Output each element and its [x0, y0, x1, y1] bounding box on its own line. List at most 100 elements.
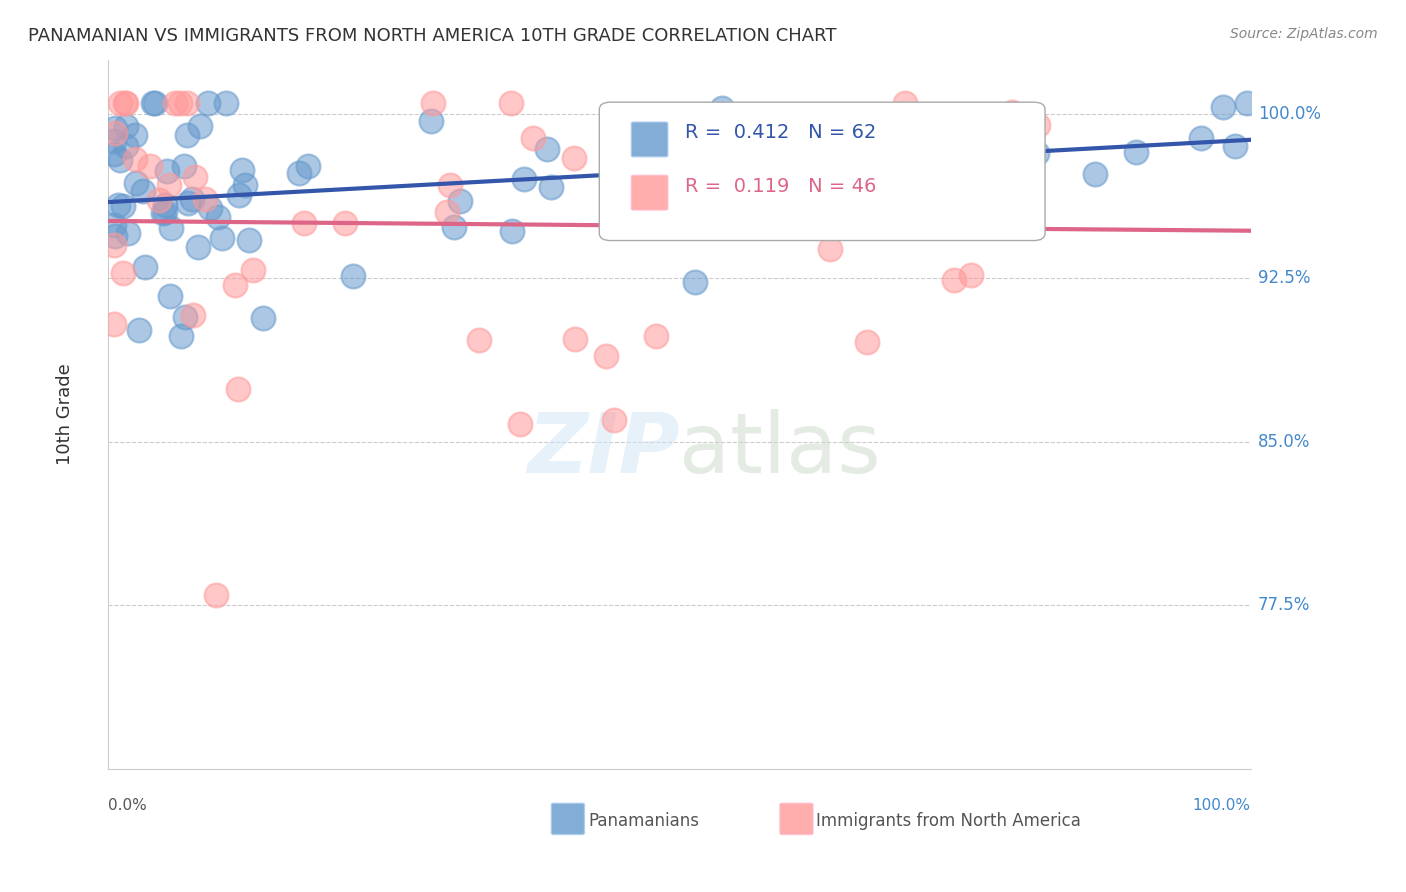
Point — [987, 140, 1010, 154]
Text: R =  0.412   N = 62: R = 0.412 N = 62 — [623, 116, 814, 136]
Point — [107, 198, 129, 212]
Point — [231, 163, 253, 178]
Point — [224, 277, 246, 292]
Point — [157, 178, 180, 193]
Point — [513, 172, 536, 186]
Point — [856, 335, 879, 350]
Point — [103, 317, 125, 331]
Point — [845, 149, 868, 163]
Point — [142, 96, 165, 111]
Point — [114, 96, 136, 111]
Point — [112, 266, 135, 280]
Point — [522, 131, 544, 145]
Point — [124, 153, 146, 167]
Text: 92.5%: 92.5% — [1258, 269, 1310, 287]
Text: Source: ZipAtlas.com: Source: ZipAtlas.com — [1230, 27, 1378, 41]
Point — [207, 210, 229, 224]
Point — [160, 221, 183, 235]
Text: R =  0.412   N = 62: R = 0.412 N = 62 — [685, 123, 876, 143]
Point — [197, 96, 219, 111]
Point — [181, 193, 204, 207]
Point — [200, 201, 222, 215]
Point — [894, 96, 917, 111]
Point — [103, 134, 125, 148]
Point — [238, 233, 260, 247]
FancyBboxPatch shape — [631, 122, 668, 157]
Point — [205, 588, 228, 602]
Point — [176, 128, 198, 143]
Point — [536, 142, 558, 156]
Point — [292, 216, 315, 230]
Point — [148, 193, 170, 207]
Text: ZIP: ZIP — [527, 409, 679, 491]
Point — [645, 329, 668, 343]
Point — [104, 228, 127, 243]
Point — [851, 204, 873, 219]
Point — [509, 417, 531, 431]
Point — [184, 170, 207, 185]
Point — [595, 350, 617, 364]
Point — [159, 288, 181, 302]
Point — [439, 178, 461, 192]
Point — [111, 199, 134, 213]
Point — [685, 275, 707, 289]
Point — [134, 260, 156, 274]
Point — [1212, 100, 1234, 114]
Point — [818, 242, 841, 256]
Point — [499, 96, 522, 111]
Point — [242, 262, 264, 277]
Point — [103, 237, 125, 252]
Point — [1125, 145, 1147, 159]
Point — [156, 164, 179, 178]
Point — [540, 180, 562, 194]
Text: 0.0%: 0.0% — [108, 797, 146, 813]
Point — [169, 96, 191, 111]
Point — [104, 121, 127, 136]
Point — [815, 192, 838, 206]
Point — [211, 231, 233, 245]
Point — [124, 128, 146, 142]
Point — [603, 413, 626, 427]
Point — [193, 193, 215, 207]
Point — [125, 177, 148, 191]
Point — [960, 268, 983, 283]
FancyBboxPatch shape — [599, 103, 1045, 241]
Point — [117, 226, 139, 240]
Point — [297, 159, 319, 173]
Point — [131, 184, 153, 198]
Point — [115, 96, 138, 111]
Point — [173, 310, 195, 325]
Point — [449, 194, 471, 208]
Point — [468, 333, 491, 347]
Point — [177, 195, 200, 210]
Point — [173, 159, 195, 173]
Point — [228, 187, 250, 202]
Point — [104, 126, 127, 140]
Point — [1084, 168, 1107, 182]
Point — [108, 153, 131, 167]
FancyBboxPatch shape — [780, 804, 813, 835]
Point — [342, 268, 364, 283]
Text: R =  0.119   N = 46: R = 0.119 N = 46 — [623, 173, 814, 192]
Point — [103, 147, 125, 161]
Point — [108, 96, 131, 111]
Point — [138, 159, 160, 173]
Point — [735, 115, 758, 129]
Point — [564, 332, 586, 346]
Point — [288, 166, 311, 180]
Text: 100.0%: 100.0% — [1258, 105, 1320, 123]
FancyBboxPatch shape — [631, 175, 668, 210]
Point — [128, 323, 150, 337]
Point — [1189, 131, 1212, 145]
Text: 85.0%: 85.0% — [1258, 433, 1310, 450]
Point — [190, 119, 212, 133]
Point — [1026, 118, 1049, 132]
Point — [501, 224, 523, 238]
Point — [1236, 96, 1258, 111]
Point — [103, 218, 125, 232]
Point — [233, 178, 256, 193]
Point — [420, 114, 443, 128]
Point — [562, 151, 585, 165]
Point — [165, 96, 187, 111]
Point — [333, 216, 356, 230]
